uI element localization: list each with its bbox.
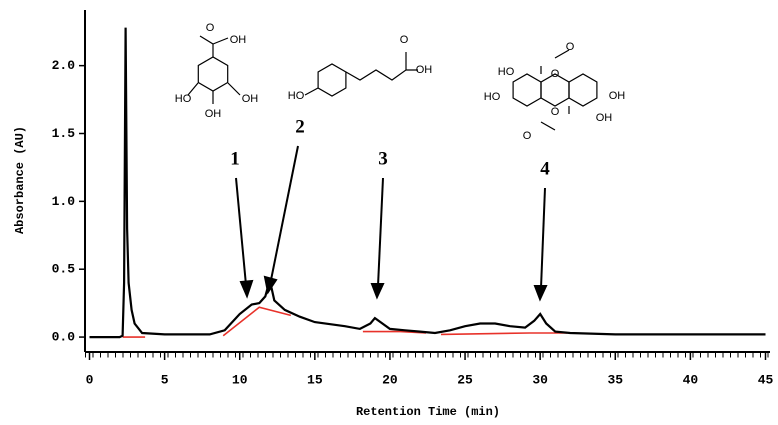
- x-tick-label: 5: [161, 372, 169, 387]
- structure-label: OH: [242, 93, 259, 105]
- y-axis-label: Absorbance (AU): [13, 126, 27, 234]
- structure-label: OH: [596, 112, 613, 124]
- x-tick-label: 25: [457, 372, 473, 387]
- structure-label: HO: [288, 90, 305, 102]
- structure-label: O: [551, 106, 560, 118]
- y-tick-label: 1.5: [52, 126, 76, 141]
- ring: [197, 56, 229, 92]
- structure-label: OH: [205, 108, 222, 120]
- bond: [540, 49, 570, 131]
- structure-label: HO: [175, 93, 192, 105]
- structure-label: O: [551, 68, 560, 80]
- y-tick-label: 2.0: [52, 58, 76, 73]
- structure-label: O: [566, 41, 575, 53]
- ring: [317, 63, 347, 97]
- x-axis-label: Retention Time (min): [356, 405, 500, 419]
- structure-label: OH: [230, 34, 247, 46]
- x-tick-label: 30: [532, 372, 548, 387]
- peak-label: 4: [540, 158, 550, 179]
- series-line: [122, 306, 568, 338]
- bond: [187, 35, 241, 104]
- x-tick-label: 35: [607, 372, 623, 387]
- x-tick-label: 15: [307, 372, 323, 387]
- y-tick-label: 0.0: [52, 330, 76, 345]
- structure-label: O: [523, 130, 532, 142]
- bond: [304, 52, 418, 96]
- peak-label: 2: [295, 116, 305, 137]
- structure-label: OH: [416, 64, 433, 76]
- structure-label: OH: [609, 90, 626, 102]
- structure-label: O: [206, 22, 215, 34]
- ring: [512, 73, 542, 107]
- x-tick-label: 40: [683, 372, 699, 387]
- peak-label: 3: [378, 148, 388, 169]
- peak-label: 1: [230, 148, 240, 169]
- x-tick-label: 45: [758, 372, 774, 387]
- y-tick-label: 1.0: [52, 194, 76, 209]
- structure-label: HO: [484, 91, 501, 103]
- structure-label: O: [400, 34, 409, 46]
- y-tick-label: 0.5: [52, 262, 76, 277]
- x-tick-label: 20: [382, 372, 398, 387]
- structure-label: HO: [498, 66, 515, 78]
- x-tick-label: 0: [86, 372, 94, 387]
- ring: [568, 73, 598, 107]
- arrows: [235, 145, 548, 302]
- x-tick-label: 10: [232, 372, 248, 387]
- series-line: [89, 27, 766, 339]
